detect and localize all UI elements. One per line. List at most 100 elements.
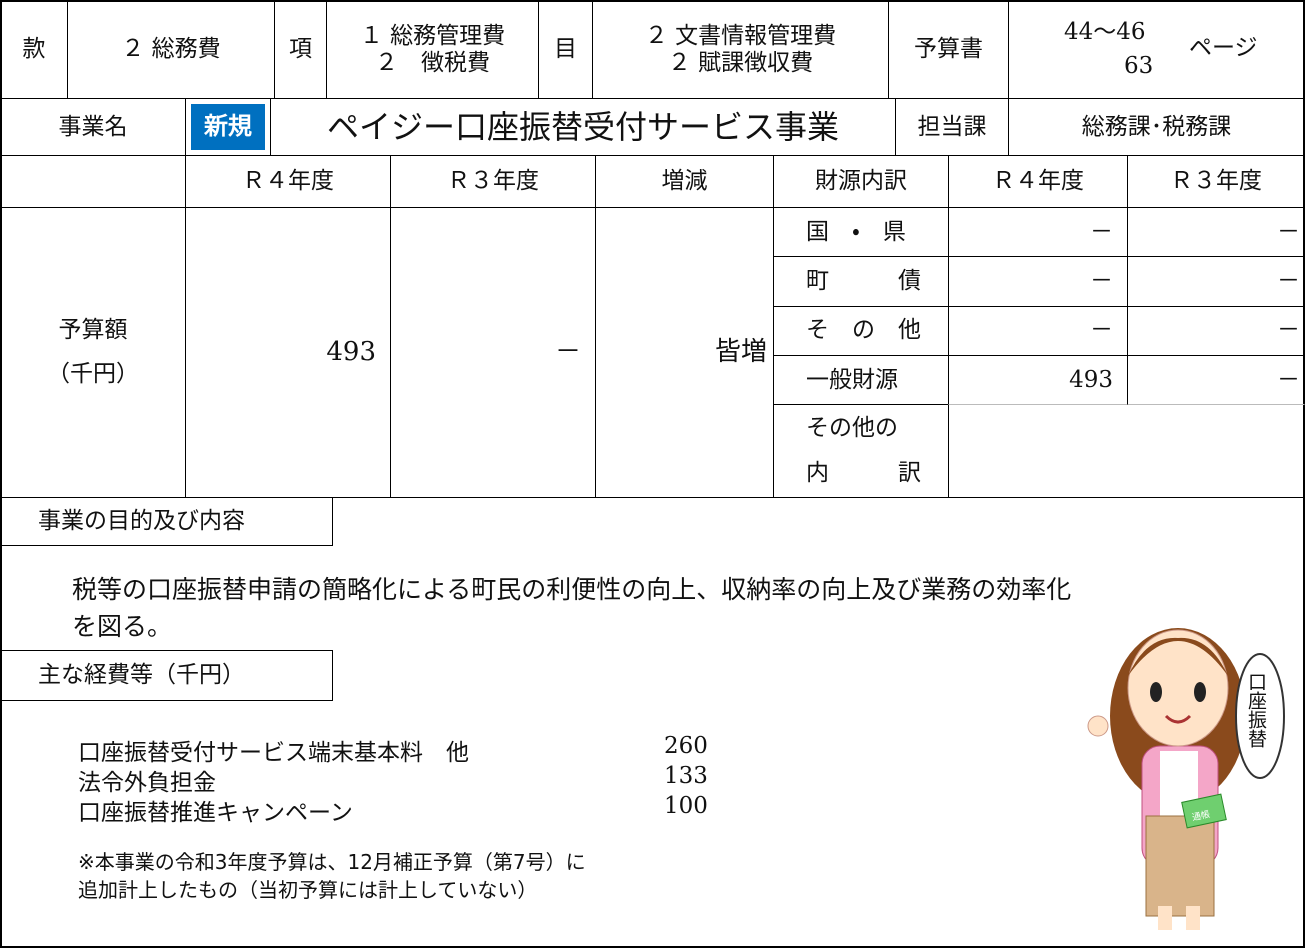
source-name-text: 町 債 xyxy=(806,268,921,295)
label: 内 訳 xyxy=(806,460,921,486)
hand xyxy=(1087,715,1109,737)
label: 予算書 xyxy=(914,36,983,63)
source-name: そ の 他 xyxy=(773,305,949,356)
cell: 増減 xyxy=(595,155,774,208)
value: ２ 総務費 xyxy=(121,36,221,63)
cell xyxy=(0,155,186,208)
source-r4: － xyxy=(948,305,1128,356)
source-name: 国 ・ 県 xyxy=(773,207,949,258)
label: 予算額 xyxy=(58,316,128,343)
source-r4-text: － xyxy=(1090,317,1113,344)
expense-amount: 260 xyxy=(664,733,708,759)
expense-name-text: 口座振替推進キャンペーン xyxy=(78,800,353,826)
cell: 新規 xyxy=(185,98,271,156)
column-header: Ｒ４年度 xyxy=(992,168,1084,195)
label: 項 xyxy=(289,36,312,63)
value: － xyxy=(554,336,581,367)
cell: 項 xyxy=(274,0,327,99)
cell: 財源内訳 xyxy=(773,155,949,208)
cell: Ｒ３年度 xyxy=(390,155,596,208)
cell: 予算額 （千円） xyxy=(0,207,186,498)
cell: 目 xyxy=(538,0,593,99)
value: 493 xyxy=(326,336,376,367)
value: １ 総務管理費 xyxy=(359,23,506,50)
expense-amount-text: 133 xyxy=(664,763,708,789)
column-header: Ｒ３年度 xyxy=(1170,168,1262,195)
illustration: 通帳 xyxy=(1087,628,1285,930)
value: 総務課･税務課 xyxy=(1081,113,1232,140)
pages: 63 xyxy=(1124,53,1154,79)
column-header: Ｒ４年度 xyxy=(242,168,334,195)
note: 追加計上したもの（当初予算には計上していない） xyxy=(78,878,538,902)
source-r3: － xyxy=(1127,256,1305,307)
text-line: を図る。 xyxy=(72,612,173,641)
source-r3-text: － xyxy=(1277,366,1300,393)
cell: 44～46 63 ページ xyxy=(1008,0,1305,99)
mouth xyxy=(1164,714,1192,724)
label: 目 xyxy=(554,36,577,63)
expense-name-text: 口座振替受付サービス端末基本料 他 xyxy=(78,740,469,766)
section-tab: 主な経費等（千円） xyxy=(0,650,333,701)
cell: 担当課 xyxy=(895,98,1009,156)
note: ※本事業の令和3年度予算は、12月補正予算（第7号）に xyxy=(78,850,586,874)
source-r3: － xyxy=(1127,305,1305,356)
cell: Ｒ４年度 xyxy=(185,155,391,208)
column-header: 増減 xyxy=(661,168,708,195)
cell: 総務課･税務課 xyxy=(1008,98,1305,156)
cell: １ 総務管理費 ２ 徴税費 xyxy=(326,0,539,99)
source-name-text: そ の 他 xyxy=(806,317,921,344)
cell: 皆増 xyxy=(595,207,774,498)
badge: 新規 xyxy=(191,104,265,150)
source-r4: － xyxy=(948,207,1128,258)
expense-name: 法令外負担金 xyxy=(78,763,216,797)
expense-amount: 133 xyxy=(664,763,708,789)
project-name: ペイジー口座振替受付サービス事業 xyxy=(326,107,839,146)
expense-name: 口座振替推進キャンペーン xyxy=(78,793,353,827)
section-tab: 事業の目的及び内容 xyxy=(0,497,333,546)
value: 皆増 xyxy=(714,336,767,367)
source-r4-text: － xyxy=(1090,218,1113,245)
cell: 予算書 xyxy=(888,0,1009,99)
skirt xyxy=(1145,815,1215,917)
leg xyxy=(1186,906,1200,930)
leg xyxy=(1158,906,1172,930)
expense-name-text: 法令外負担金 xyxy=(78,770,216,796)
section-heading: 主な経費等（千円） xyxy=(38,662,245,689)
cell: － xyxy=(390,207,596,498)
cell xyxy=(948,404,1305,498)
label: （千円） xyxy=(47,360,139,387)
passbook-label: 通帳 xyxy=(1191,808,1211,823)
cell: その他の内 訳 xyxy=(773,404,949,498)
passbook xyxy=(1181,793,1227,829)
source-name-text: 国 ・ 県 xyxy=(806,218,906,245)
value: ２ 徴税費 xyxy=(375,49,490,76)
cell: 493 xyxy=(185,207,391,498)
source-name: 町 債 xyxy=(773,256,949,307)
cell: Ｒ３年度 xyxy=(1127,155,1305,208)
cell: ２ 総務費 xyxy=(67,0,275,99)
cell: 款 xyxy=(0,0,68,99)
source-name-text: 一般財源 xyxy=(806,366,898,393)
label: 事業名 xyxy=(58,113,128,140)
source-r3-text: － xyxy=(1277,317,1300,344)
source-r4: － xyxy=(948,256,1128,307)
column-header: Ｒ３年度 xyxy=(447,168,539,195)
source-r3: － xyxy=(1127,207,1305,258)
source-r4-text: － xyxy=(1090,268,1113,295)
bangs xyxy=(1128,637,1228,676)
cell: ２ 文書情報管理費 ２ 賦課徴収費 xyxy=(592,0,889,99)
value: ２ 文書情報管理費 xyxy=(644,23,837,50)
source-r3-text: － xyxy=(1277,218,1300,245)
expense-name: 口座振替受付サービス端末基本料 他 xyxy=(78,733,469,767)
source-name: 一般財源 xyxy=(773,354,949,405)
cell: Ｒ４年度 xyxy=(948,155,1128,208)
cell: ペイジー口座振替受付サービス事業 xyxy=(270,98,896,156)
bubble-text: 口座振替 xyxy=(1245,672,1267,748)
source-r4: 493 xyxy=(948,354,1128,405)
source-r3: － xyxy=(1127,354,1305,405)
label: その他の xyxy=(806,415,898,442)
value: ２ 賦課徴収費 xyxy=(667,49,814,76)
page-unit: ページ xyxy=(1189,35,1258,61)
